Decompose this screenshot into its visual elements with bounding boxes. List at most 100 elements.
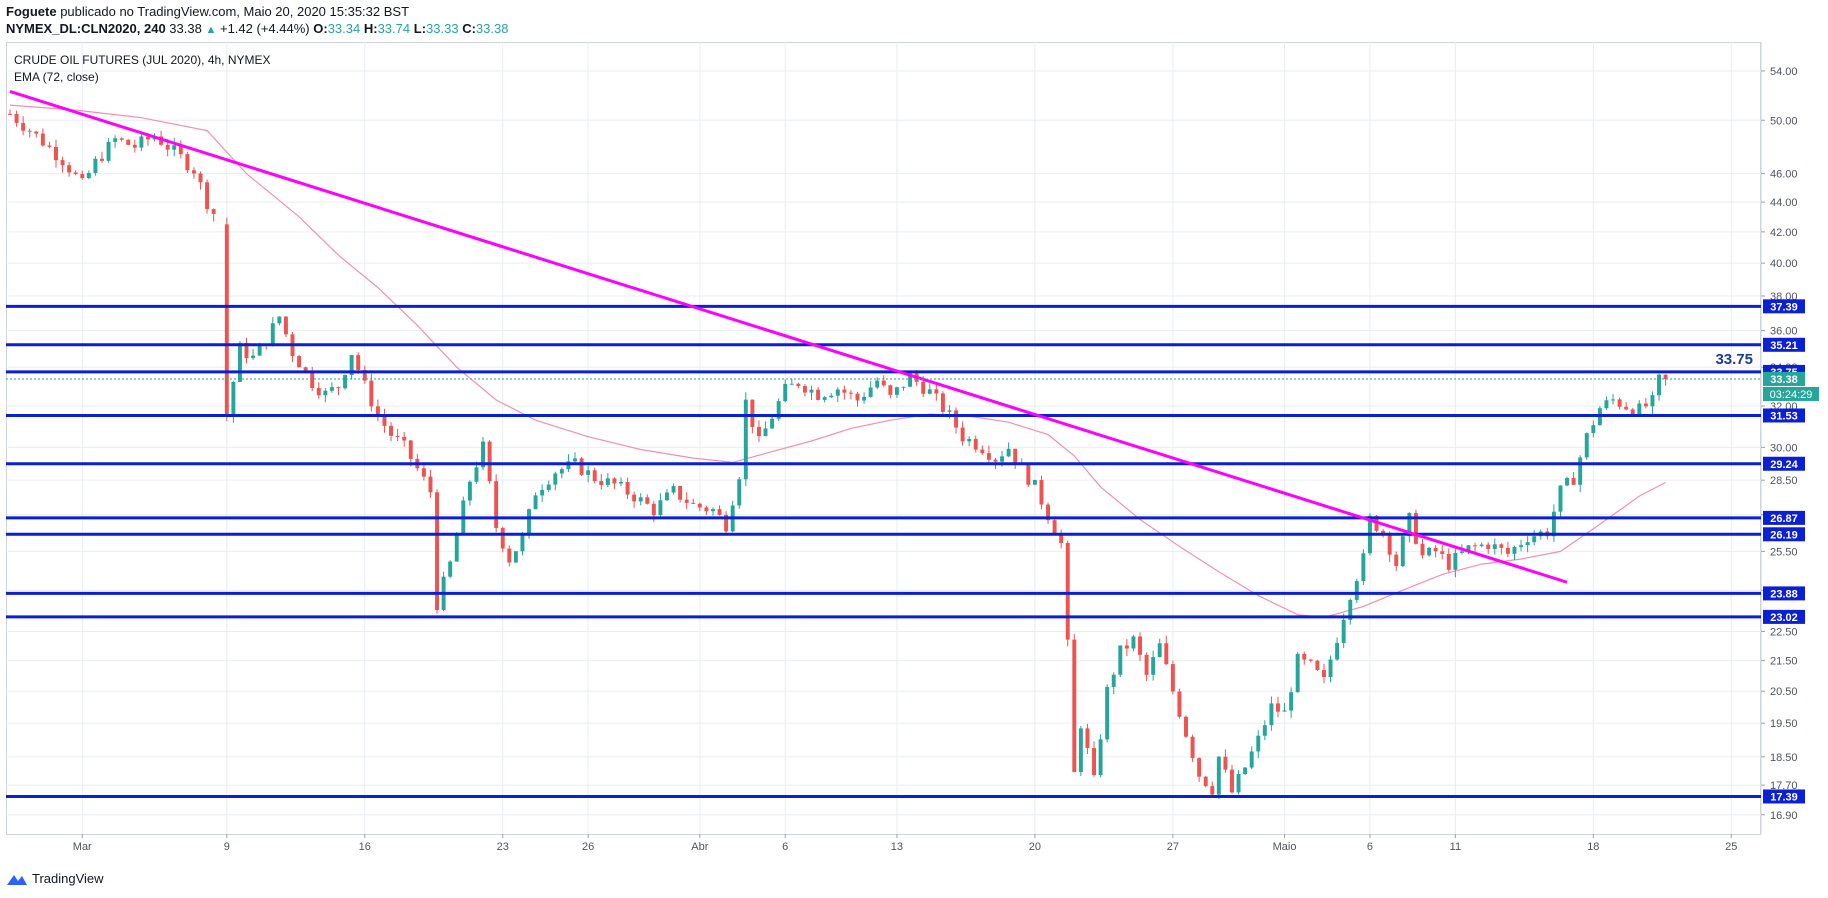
open-value: 33.34 xyxy=(327,21,361,36)
candle xyxy=(842,385,847,400)
candle-body xyxy=(297,356,302,368)
candle xyxy=(198,171,203,190)
candle xyxy=(454,532,459,562)
y-tick-label: 21.50 xyxy=(1770,656,1798,668)
brand-name: TradingView xyxy=(32,871,104,886)
candle xyxy=(724,511,729,535)
candle-body xyxy=(1052,520,1057,535)
candle xyxy=(559,467,564,479)
candle-body xyxy=(816,389,821,400)
candle-body xyxy=(684,499,689,503)
candle-body xyxy=(106,141,111,161)
candle xyxy=(60,156,65,173)
candle-body xyxy=(185,154,190,171)
candle xyxy=(645,494,650,505)
candle xyxy=(323,388,328,403)
candle xyxy=(1098,734,1103,778)
candle xyxy=(704,505,709,516)
candle xyxy=(927,383,932,395)
candle-body xyxy=(1650,395,1655,407)
candle xyxy=(106,138,111,163)
candle-body xyxy=(513,551,518,563)
candle-body xyxy=(1532,536,1537,543)
candle xyxy=(1446,548,1451,572)
candle-body xyxy=(1466,545,1471,552)
trendlines[interactable] xyxy=(9,90,1568,584)
candle xyxy=(802,384,807,397)
candle xyxy=(1348,598,1353,625)
candle-body xyxy=(375,406,380,417)
candle-body xyxy=(60,160,65,166)
candle-body xyxy=(237,343,242,382)
tradingview-brand[interactable]: TradingView xyxy=(6,871,104,886)
candle xyxy=(1486,542,1491,554)
level-tag xyxy=(1763,337,1805,352)
candle xyxy=(605,472,610,488)
candle xyxy=(1571,471,1576,485)
candle-body xyxy=(1611,399,1616,401)
candle-body xyxy=(868,387,873,397)
candle xyxy=(408,439,413,467)
candle-body xyxy=(231,381,236,417)
candle-body xyxy=(1282,710,1287,712)
candle xyxy=(1289,687,1294,719)
candle xyxy=(986,445,991,465)
candle-body xyxy=(573,458,577,462)
candle-body xyxy=(500,527,505,549)
candle-body xyxy=(645,497,650,504)
candle-body xyxy=(494,481,499,528)
candle-body xyxy=(835,389,840,396)
candle xyxy=(1413,509,1418,545)
candle-body xyxy=(1302,653,1307,660)
candle-body xyxy=(612,478,617,484)
candle-body xyxy=(126,139,131,145)
candle-body xyxy=(277,316,282,324)
candle xyxy=(1584,432,1589,460)
candle-body xyxy=(1223,756,1228,770)
candle xyxy=(1341,613,1346,649)
candle-body xyxy=(1000,456,1005,462)
candle xyxy=(27,128,32,138)
level-tag-label: 23.02 xyxy=(1770,612,1798,624)
candle-body xyxy=(1440,551,1445,554)
candle-body xyxy=(743,399,748,480)
candle-body xyxy=(1164,643,1169,665)
candle-body xyxy=(848,392,853,394)
candle-body xyxy=(1032,479,1037,485)
tradingview-logo-icon xyxy=(7,874,27,885)
candle xyxy=(428,469,433,498)
candle xyxy=(500,526,505,553)
candle xyxy=(178,140,183,159)
candle xyxy=(205,179,210,214)
support-resistance-lines[interactable] xyxy=(6,304,1761,798)
candle-body xyxy=(1230,769,1234,793)
candle-body xyxy=(1256,735,1261,752)
candle-body xyxy=(1387,533,1392,555)
candle-body xyxy=(1184,716,1188,737)
candle xyxy=(185,151,190,174)
candle xyxy=(1321,663,1326,684)
candle-body xyxy=(927,389,932,394)
candle-body xyxy=(1289,692,1294,711)
y-tick-label: 42.00 xyxy=(1770,227,1798,239)
author-name[interactable]: Foguete xyxy=(6,4,57,19)
candle xyxy=(894,386,899,398)
candle xyxy=(100,151,104,163)
candle xyxy=(395,428,400,442)
candle xyxy=(1118,645,1123,678)
candle-body xyxy=(1348,599,1353,620)
candle xyxy=(1453,548,1458,578)
candle xyxy=(1512,545,1517,561)
candle-body xyxy=(198,173,203,183)
candle xyxy=(875,377,880,390)
candle xyxy=(822,396,827,403)
x-tick-label: Maio xyxy=(1273,841,1297,853)
candle-body xyxy=(901,386,906,388)
y-tick-label: 30.00 xyxy=(1770,442,1798,454)
candle-body xyxy=(888,385,893,395)
candle-body xyxy=(356,355,361,370)
symbol-label: NYMEX_DL:CLN2020, 240 xyxy=(6,21,166,36)
candle xyxy=(862,392,867,404)
candle-body xyxy=(1138,636,1142,655)
